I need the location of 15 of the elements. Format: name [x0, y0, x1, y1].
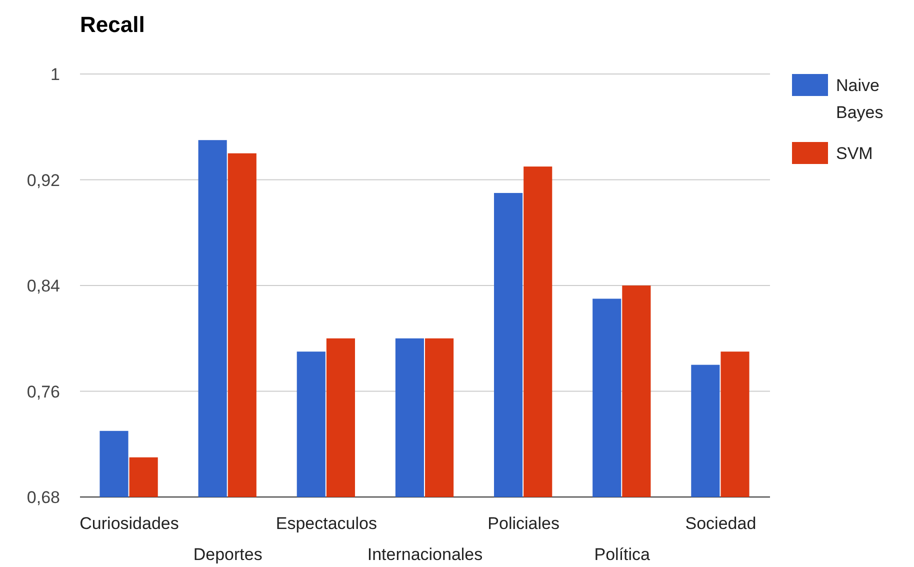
- x-tick-label: Política: [594, 545, 651, 564]
- x-tick-label: Espectaculos: [276, 514, 377, 533]
- y-tick-label: 0,84: [26, 276, 60, 296]
- x-tick-label: Sociedad: [685, 514, 756, 533]
- legend-label: Naive Bayes: [836, 76, 884, 122]
- chart-title: Recall: [80, 12, 145, 37]
- x-tick-label: Internacionales: [367, 545, 483, 564]
- y-tick-label: 1: [50, 65, 60, 84]
- y-tick-label: 0,92: [26, 170, 60, 190]
- x-tick-label: Deportes: [193, 545, 262, 564]
- y-tick-label: 0,68: [26, 488, 60, 507]
- y-tick-label: 0,76: [26, 382, 60, 402]
- x-tick-label: Policiales: [488, 514, 560, 533]
- x-tick-label: Curiosidades: [80, 514, 179, 533]
- legend-label: SVM: [836, 144, 873, 163]
